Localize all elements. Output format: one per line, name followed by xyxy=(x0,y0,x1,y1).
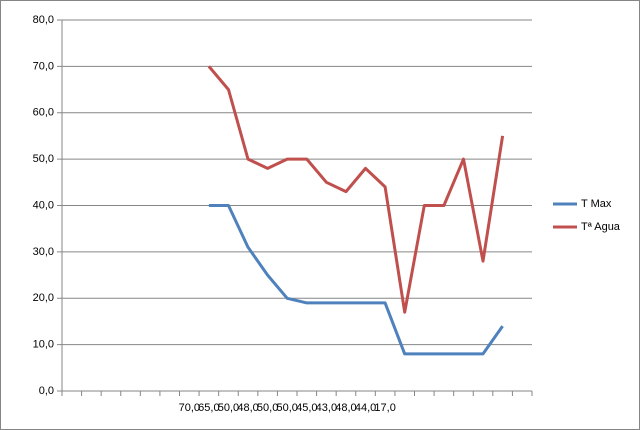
series-line xyxy=(207,65,505,314)
x-tick-label: 50,0 xyxy=(257,402,278,414)
series-line xyxy=(208,204,504,356)
x-tick-label: 70,0 xyxy=(179,402,200,414)
y-tick-label: 60,0 xyxy=(33,107,54,119)
x-tick-label: 65,0 xyxy=(198,402,219,414)
y-tick-label: 70,0 xyxy=(33,60,54,72)
y-tick-label: 0,0 xyxy=(39,385,54,397)
y-tick-label: 10,0 xyxy=(33,339,54,351)
x-tick-label: 50,0 xyxy=(276,402,297,414)
y-tick-label: 80,0 xyxy=(33,14,54,26)
x-tick-label: 48,0 xyxy=(335,402,356,414)
y-tick-label: 30,0 xyxy=(33,246,54,258)
y-tick-label: 20,0 xyxy=(33,292,54,304)
x-tick-label: 48,0 xyxy=(237,402,258,414)
x-tick-label: 50,0 xyxy=(218,402,239,414)
legend-label: Tª Agua xyxy=(581,221,621,233)
y-tick-label: 50,0 xyxy=(33,153,54,165)
x-tick-label: 43,0 xyxy=(316,402,337,414)
x-tick-label: 44,0 xyxy=(355,402,376,414)
y-tick-label: 40,0 xyxy=(33,199,54,211)
x-tick-label: 45,0 xyxy=(296,402,317,414)
legend-label: T Max xyxy=(581,198,612,210)
x-tick-label: 17,0 xyxy=(374,402,395,414)
